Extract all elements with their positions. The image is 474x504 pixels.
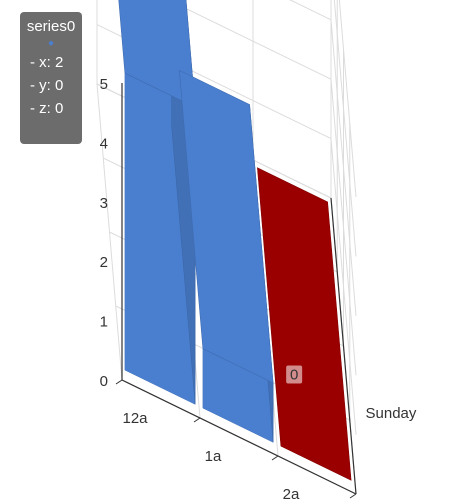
- x-tick-label-2a: 2a: [283, 486, 300, 503]
- bar-1a-top: [179, 69, 274, 384]
- tooltip-z-value: - z: 0: [30, 100, 64, 117]
- x-tick-mark-1: [193, 417, 201, 423]
- gridline-y-5: [338, 0, 357, 198]
- x-tick-mark-0: [115, 379, 123, 385]
- x-tick-mark-3: [349, 493, 357, 499]
- data-label-bg-2a: [286, 365, 303, 384]
- x-axis-line: [121, 379, 357, 495]
- tick-labels: 0 1 2 3 4 5 12a 1a 2a Sunday: [100, 76, 417, 503]
- y-tick-label-4: 4: [100, 135, 108, 152]
- y-tick-label-3: 3: [100, 195, 108, 212]
- x-tick-label-1a: 1a: [205, 448, 222, 465]
- y-tick-label-5: 5: [100, 76, 108, 93]
- z-axis-line: [330, 197, 357, 495]
- bar-12a-top: [118, 0, 196, 108]
- tooltip-y-value: - y: 0: [30, 77, 64, 94]
- y-tick-label-0: 0: [100, 373, 108, 390]
- axes: [115, 83, 357, 499]
- y-tick-label-1: 1: [100, 314, 108, 331]
- gridline-y-4: [333, 0, 357, 257]
- y-tick-label-2: 2: [100, 254, 108, 271]
- bar-2a-top: [257, 167, 352, 481]
- tooltip-series-name: series0: [26, 18, 76, 35]
- bars: 0: [118, 0, 352, 481]
- x-tick-label-12a: 12a: [122, 410, 148, 427]
- tooltip-marker-icon: ●: [47, 38, 55, 49]
- z-tick-label-Sunday: Sunday: [366, 405, 417, 422]
- tooltip-x-value: - x: 2: [30, 54, 64, 71]
- x-tick-mark-2: [271, 455, 279, 461]
- data-label-2a: 0: [290, 367, 298, 384]
- tooltip: series0 ● - x: 2 - y: 0 - z: 0: [20, 12, 82, 144]
